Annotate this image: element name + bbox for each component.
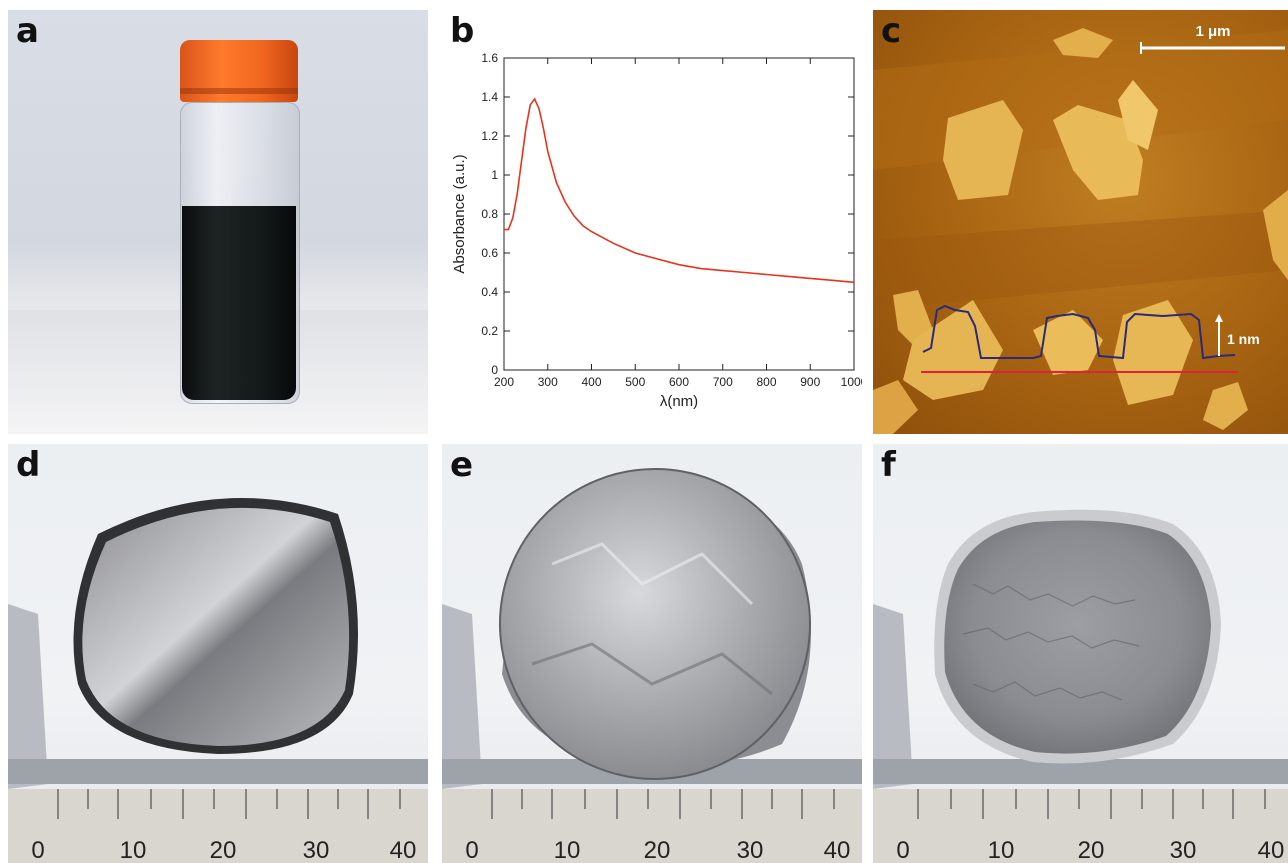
- panel-f-film-photo: 0 10 20 30 40 f: [873, 444, 1288, 863]
- y-tick-label: 0: [491, 363, 498, 377]
- ruler-d-label-10: 10: [120, 837, 147, 863]
- y-tick-label: 1: [491, 168, 498, 182]
- chart-axes: [503, 57, 855, 371]
- panel-label-c: c: [881, 11, 902, 51]
- ruler-d-ticks: [57, 789, 401, 819]
- film-f-illustration: 0 10 20 30 40: [873, 509, 1288, 863]
- x-tick-label: 400: [581, 375, 601, 389]
- panel-label-f: f: [881, 445, 896, 485]
- ruler-d-label-30: 30: [303, 837, 330, 863]
- x-tick-label: 700: [713, 375, 733, 389]
- panel-e-film-photo: 0 10 20 30 40 e: [442, 444, 862, 863]
- ruler-d-label-40: 40: [390, 837, 417, 863]
- panel-a-vial-photo: a: [8, 10, 428, 434]
- x-tick-label: 900: [800, 375, 820, 389]
- afm-height-profile: [922, 304, 1236, 360]
- y-tick-label: 1.2: [481, 129, 498, 143]
- x-tick-label: 600: [669, 375, 689, 389]
- y-tick-label: 0.6: [481, 246, 498, 260]
- ruler-f-label-20: 20: [1078, 837, 1105, 863]
- plot-frame: [503, 57, 855, 371]
- ruler-e-label-30: 30: [737, 837, 764, 863]
- panel-label-e: e: [450, 445, 474, 485]
- film-e-illustration: 0 10 20 30 40: [442, 468, 862, 863]
- ruler-e-ticks: [491, 789, 835, 819]
- panel-c-afm-image: 1 μm 1 nm c: [873, 10, 1288, 434]
- y-tick-label: 0.8: [481, 207, 498, 221]
- ruler-e-label-20: 20: [644, 837, 671, 863]
- panel-label-a: a: [16, 11, 39, 51]
- y-tick-label: 1.4: [481, 90, 498, 104]
- y-tick-label: 0.2: [481, 324, 498, 338]
- vial-cap-ridge: [180, 88, 298, 94]
- ruler-f-label-10: 10: [988, 837, 1015, 863]
- ruler-f-ticks: [917, 789, 1266, 819]
- x-tick-label: 800: [756, 375, 776, 389]
- ruler-d-label-20: 20: [210, 837, 237, 863]
- ruler-e-label-40: 40: [824, 837, 851, 863]
- afm-flakes: 1 μm 1 nm: [873, 23, 1288, 434]
- ruler-e-label-10: 10: [554, 837, 581, 863]
- ruler-f-label-0: 0: [896, 837, 909, 863]
- x-tick-label: 500: [625, 375, 645, 389]
- vial-dark-dispersion: [182, 206, 296, 400]
- absorbance-series-line: [504, 97, 855, 284]
- afm-height-bar-label: 1 nm: [1227, 331, 1260, 347]
- afm-scale-bar-label: 1 μm: [1195, 23, 1230, 40]
- ruler-f-label-30: 30: [1170, 837, 1197, 863]
- panel-label-d: d: [16, 445, 41, 485]
- ruler-e-label-0: 0: [465, 837, 478, 863]
- x-tick-label: 300: [538, 375, 558, 389]
- chart-lines: [504, 97, 855, 284]
- x-axis-label: λ(nm): [660, 393, 698, 410]
- ruler-d-label-0: 0: [31, 837, 44, 863]
- y-axis-label: Absorbance (a.u.): [451, 154, 468, 273]
- ruler-f-label-40: 40: [1258, 837, 1285, 863]
- y-tick-label: 0.4: [481, 285, 498, 299]
- panel-d-film-photo: 0 10 20 30 40 d: [8, 444, 428, 863]
- x-tick-label: 200: [494, 375, 514, 389]
- film-d-illustration: 0 10 20 30 40: [8, 498, 428, 863]
- panel-label-b: b: [450, 11, 475, 51]
- y-tick-label: 1.6: [481, 51, 498, 65]
